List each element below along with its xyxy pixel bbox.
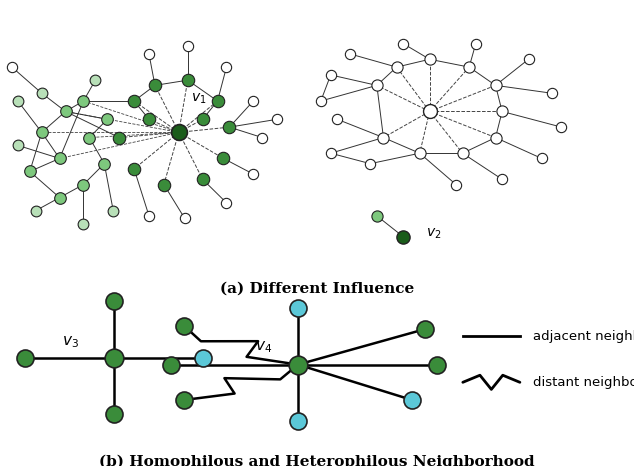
Point	[79, 181, 89, 188]
Point	[7, 63, 17, 71]
Text: $v_3$: $v_3$	[62, 335, 79, 350]
Point	[332, 116, 342, 123]
Point	[129, 165, 139, 172]
Point	[25, 168, 35, 175]
Point	[524, 55, 534, 63]
Point	[372, 82, 382, 89]
Point	[13, 142, 23, 149]
Point	[425, 108, 435, 115]
Point	[497, 108, 507, 115]
Point	[198, 176, 208, 183]
Point	[150, 82, 160, 89]
Point	[293, 304, 303, 312]
Point	[272, 116, 282, 123]
Point	[293, 418, 303, 425]
Point	[398, 233, 408, 240]
Point	[536, 155, 547, 162]
Point	[464, 63, 474, 71]
Text: distant neighbors: distant neighbors	[533, 376, 634, 389]
Text: adjacent neighbors: adjacent neighbors	[533, 330, 634, 343]
Text: $v_2$: $v_2$	[426, 227, 442, 241]
Point	[109, 411, 119, 418]
Point	[109, 297, 119, 305]
Point	[198, 116, 208, 123]
Point	[415, 150, 425, 157]
Point	[174, 129, 184, 136]
Point	[547, 89, 557, 97]
Point	[392, 63, 402, 71]
Point	[166, 361, 176, 368]
Point	[108, 207, 119, 214]
Point	[37, 89, 47, 97]
Point	[144, 212, 154, 219]
Point	[257, 134, 268, 141]
Point	[557, 123, 567, 131]
Point	[99, 160, 109, 167]
Text: $v_4$: $v_4$	[256, 339, 273, 355]
Point	[420, 325, 430, 333]
Point	[37, 129, 47, 136]
Point	[407, 396, 417, 404]
Point	[248, 97, 258, 105]
Point	[102, 116, 112, 123]
Point	[179, 322, 189, 329]
Point	[183, 76, 193, 84]
Point	[144, 50, 154, 58]
Point	[212, 97, 223, 105]
Point	[13, 97, 23, 105]
Point	[218, 155, 228, 162]
Point	[144, 116, 154, 123]
Point	[221, 63, 231, 71]
Point	[451, 181, 461, 188]
Point	[491, 82, 501, 89]
Point	[90, 76, 100, 84]
Point	[224, 123, 235, 131]
Point	[346, 50, 356, 58]
Point	[293, 361, 303, 368]
Point	[470, 40, 481, 48]
Point	[425, 55, 435, 63]
Point	[198, 354, 208, 361]
Point	[372, 212, 382, 219]
Text: (b) Homophilous and Heterophilous Neighborhood: (b) Homophilous and Heterophilous Neighb…	[99, 454, 535, 466]
Point	[491, 134, 501, 141]
Point	[79, 97, 89, 105]
Point	[248, 171, 258, 178]
Text: $v_1$: $v_1$	[191, 92, 206, 106]
Point	[109, 354, 119, 361]
Point	[365, 160, 375, 167]
Point	[129, 97, 139, 105]
Point	[179, 396, 189, 404]
Text: (a) Different Influence: (a) Different Influence	[220, 282, 414, 296]
Point	[326, 150, 336, 157]
Point	[179, 215, 190, 222]
Point	[316, 97, 326, 105]
Point	[158, 181, 169, 188]
Point	[326, 71, 336, 79]
Point	[378, 134, 389, 141]
Point	[221, 199, 231, 206]
Point	[79, 220, 89, 227]
Point	[114, 134, 124, 141]
Point	[55, 194, 65, 201]
Point	[432, 361, 443, 368]
Point	[398, 40, 408, 48]
Point	[30, 207, 41, 214]
Point	[60, 108, 70, 115]
Point	[458, 150, 468, 157]
Point	[497, 176, 507, 183]
Point	[84, 134, 94, 141]
Point	[183, 42, 193, 50]
Point	[55, 155, 65, 162]
Point	[20, 354, 30, 361]
